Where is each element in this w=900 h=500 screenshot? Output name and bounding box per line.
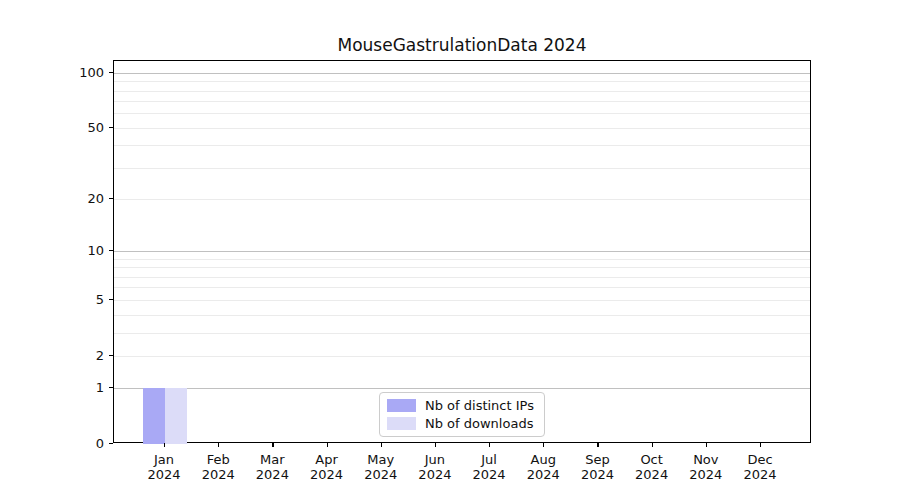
y-tick-label: 10 [64, 243, 104, 258]
bar-nb-of-downloads [165, 388, 187, 444]
y-tick-label: 5 [64, 291, 104, 306]
y-tick-mark [109, 387, 113, 388]
x-tick-label: Dec2024 [743, 452, 776, 482]
minor-gridline [114, 81, 810, 82]
minor-gridline [114, 199, 810, 200]
x-tick-label: Jun2024 [418, 452, 451, 482]
downloads-swatch-icon [387, 417, 416, 430]
minor-gridline [114, 277, 810, 278]
legend-item-downloads: Nb of downloads [387, 416, 535, 431]
y-tick-label: 1 [64, 380, 104, 395]
y-tick-label: 20 [64, 191, 104, 206]
y-tick-mark [109, 299, 113, 300]
legend-label-distinct-ips: Nb of distinct IPs [425, 398, 534, 413]
minor-gridline [114, 128, 810, 129]
x-tick-mark [435, 443, 436, 447]
y-tick-mark [109, 355, 113, 356]
x-tick-mark [218, 443, 219, 447]
y-tick-mark [109, 198, 113, 199]
x-tick-mark [327, 443, 328, 447]
minor-gridline [114, 168, 810, 169]
x-tick-mark [489, 443, 490, 447]
x-tick-label: Jan2024 [147, 452, 180, 482]
x-tick-mark [760, 443, 761, 447]
y-tick-label: 100 [64, 64, 104, 79]
y-tick-mark [109, 127, 113, 128]
x-tick-mark [381, 443, 382, 447]
x-tick-mark [272, 443, 273, 447]
major-gridline [114, 388, 810, 389]
x-tick-label: May2024 [364, 452, 397, 482]
minor-gridline [114, 356, 810, 357]
minor-gridline [114, 145, 810, 146]
bar-nb-of-distinct-ips [143, 388, 165, 444]
distinct-ips-swatch-icon [387, 399, 416, 412]
chart-title: MouseGastrulationData 2024 [113, 35, 811, 55]
x-tick-mark [543, 443, 544, 447]
y-tick-mark [109, 250, 113, 251]
legend-label-downloads: Nb of downloads [425, 416, 533, 431]
minor-gridline [114, 113, 810, 114]
plot-area: Nb of distinct IPs Nb of downloads [113, 60, 811, 443]
y-tick-mark [109, 72, 113, 73]
legend: Nb of distinct IPs Nb of downloads [379, 392, 545, 437]
y-tick-label: 50 [64, 119, 104, 134]
x-tick-label: Sep2024 [581, 452, 614, 482]
y-tick-label: 2 [64, 347, 104, 362]
x-tick-label: Jul2024 [473, 452, 506, 482]
x-tick-mark [652, 443, 653, 447]
major-gridline [114, 73, 810, 74]
x-tick-label: Feb2024 [202, 452, 235, 482]
x-tick-label: Apr2024 [310, 452, 343, 482]
x-tick-mark [164, 443, 165, 447]
x-tick-mark [597, 443, 598, 447]
x-tick-mark [706, 443, 707, 447]
minor-gridline [114, 287, 810, 288]
minor-gridline [114, 259, 810, 260]
minor-gridline [114, 101, 810, 102]
legend-item-distinct-ips: Nb of distinct IPs [387, 398, 535, 413]
x-tick-label: Oct2024 [635, 452, 668, 482]
minor-gridline [114, 300, 810, 301]
minor-gridline [114, 333, 810, 334]
minor-gridline [114, 267, 810, 268]
minor-gridline [114, 91, 810, 92]
x-tick-label: Aug2024 [527, 452, 560, 482]
x-tick-label: Mar2024 [256, 452, 289, 482]
y-tick-label: 0 [64, 436, 104, 451]
major-gridline [114, 251, 810, 252]
y-tick-mark [109, 443, 113, 444]
figure: MouseGastrulationData 2024 Nb of distinc… [0, 0, 900, 500]
x-tick-label: Nov2024 [689, 452, 722, 482]
minor-gridline [114, 315, 810, 316]
